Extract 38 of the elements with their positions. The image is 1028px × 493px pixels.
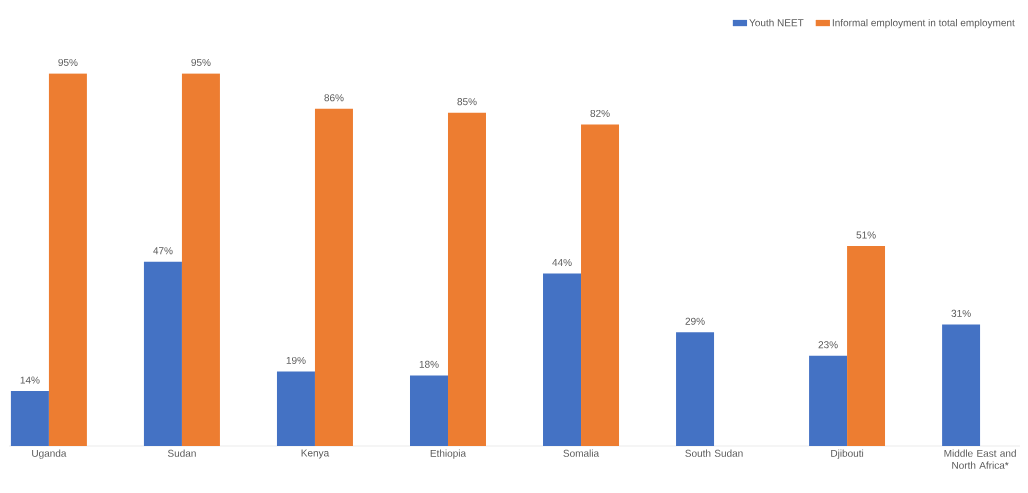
data-label: 86%: [324, 94, 344, 102]
data-label: 23%: [818, 341, 838, 349]
data-label: 14%: [20, 376, 40, 384]
x-tick-label: Sudan: [167, 449, 196, 457]
data-label: 19%: [286, 356, 306, 364]
data-label: 47%: [153, 247, 173, 255]
data-label: 29%: [685, 317, 705, 325]
bar: [181, 73, 220, 446]
data-label: 95%: [191, 58, 211, 66]
data-label: 31%: [951, 309, 971, 317]
x-tick-label: Middle East and North Africa*: [944, 449, 1016, 469]
bar: [143, 261, 182, 446]
x-tick-label: Kenya: [301, 449, 330, 459]
data-label: 44%: [552, 258, 572, 266]
bar: [676, 332, 715, 446]
bar: [447, 112, 486, 446]
bar: [809, 355, 848, 446]
bar: [581, 124, 620, 446]
bar: [276, 371, 315, 446]
bar: [314, 108, 353, 446]
data-label: 95%: [58, 58, 78, 66]
data-label: 85%: [457, 98, 477, 106]
x-tick-label: Djibouti: [831, 449, 864, 459]
bar: [409, 375, 448, 446]
bar: [10, 391, 49, 446]
bar: [543, 273, 582, 446]
x-tick-label: Uganda: [32, 449, 67, 459]
data-label: 51%: [856, 231, 876, 239]
x-tick-label: South Sudan: [685, 449, 743, 457]
bar: [48, 73, 87, 446]
data-label: 82%: [590, 109, 610, 117]
bar: [847, 246, 886, 446]
legend-label: Informal employment in total employment: [832, 18, 1015, 29]
x-tick-label: Ethiopia: [430, 449, 467, 459]
bar: [942, 324, 981, 446]
data-label: 18%: [419, 360, 439, 368]
legend-label: Youth NEET: [749, 18, 804, 27]
x-tick-label: Somalia: [563, 449, 600, 457]
